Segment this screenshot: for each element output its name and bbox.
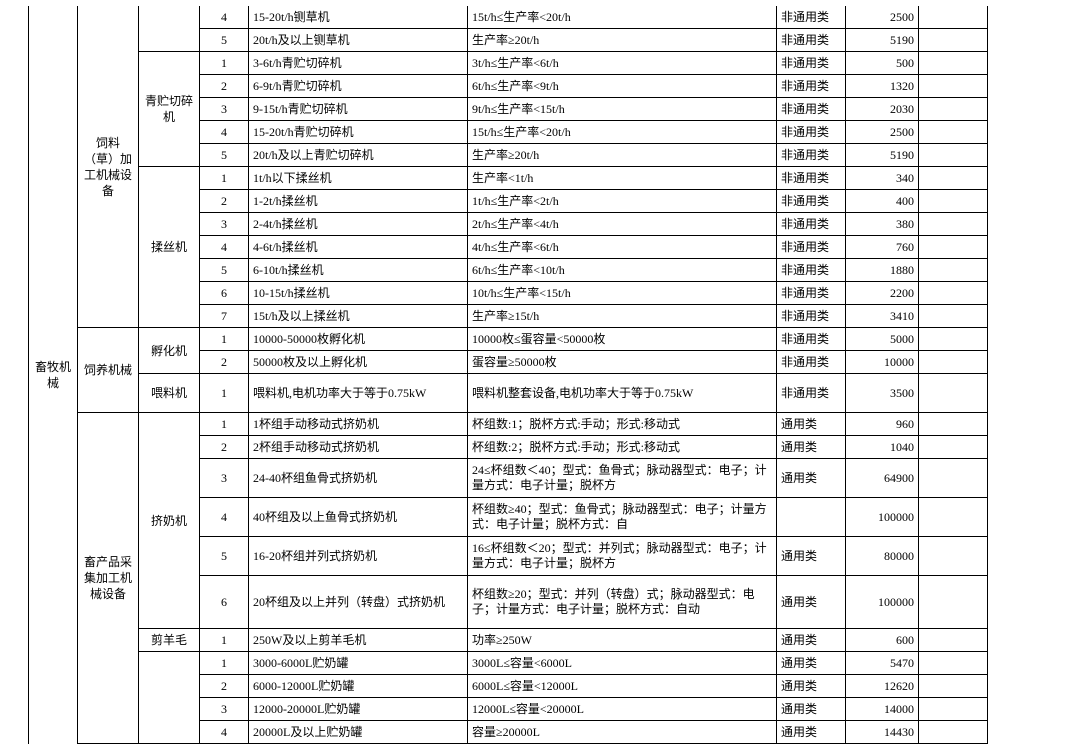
table-row: 1 3000-6000L贮奶罐 3000L≤容量<6000L 通用类 5470	[10, 652, 988, 675]
idx-cell: 4	[200, 6, 249, 29]
cat3-cell: 孵化机	[139, 328, 200, 374]
table-row: 喂料机 1 喂料机,电机功率大于等于0.75kW 喂料机整套设备,电机功率大于等…	[10, 374, 988, 413]
cat3-cell: 挤奶机	[139, 413, 200, 629]
subsidy-table: 畜牧机械 饲料（草）加工机械设备 4 15-20t/h铡草机 15t/h≤生产率…	[10, 6, 988, 744]
price-cell: 2500	[846, 6, 919, 29]
table-row: 畜牧机械 饲料（草）加工机械设备 4 15-20t/h铡草机 15t/h≤生产率…	[10, 6, 988, 29]
cat3-cell	[139, 6, 200, 52]
cat2-cell: 饲养机械	[78, 328, 139, 413]
cat1-cell: 畜牧机械	[29, 6, 78, 744]
table-row: 剪羊毛 1 250W及以上剪羊毛机 功率≥250W 通用类 600	[10, 629, 988, 652]
type-cell: 非通用类	[777, 6, 846, 29]
cat2-cell: 饲料（草）加工机械设备	[78, 6, 139, 328]
table-row: 饲养机械 孵化机 1 10000-50000枚孵化机 10000枚≤蛋容量<50…	[10, 328, 988, 351]
cat3-cell: 喂料机	[139, 374, 200, 413]
cat3-cell: 青贮切碎机	[139, 52, 200, 167]
cat2-cell: 畜产品采集加工机械设备	[78, 413, 139, 744]
table-row: 揉丝机 1 1t/h以下揉丝机 生产率<1t/h 非通用类 340	[10, 167, 988, 190]
end-cell	[919, 6, 988, 29]
table-row: 青贮切碎机 1 3-6t/h青贮切碎机 3t/h≤生产率<6t/h 非通用类 5…	[10, 52, 988, 75]
cat3-cell	[139, 652, 200, 744]
table-row: 畜产品采集加工机械设备 挤奶机 1 1杯组手动移动式挤奶机 杯组数:1；脱杯方式…	[10, 413, 988, 436]
name-cell: 15-20t/h铡草机	[249, 6, 468, 29]
cat3-cell: 揉丝机	[139, 167, 200, 328]
cat3-cell: 剪羊毛	[139, 629, 200, 652]
spec-cell: 15t/h≤生产率<20t/h	[468, 6, 777, 29]
